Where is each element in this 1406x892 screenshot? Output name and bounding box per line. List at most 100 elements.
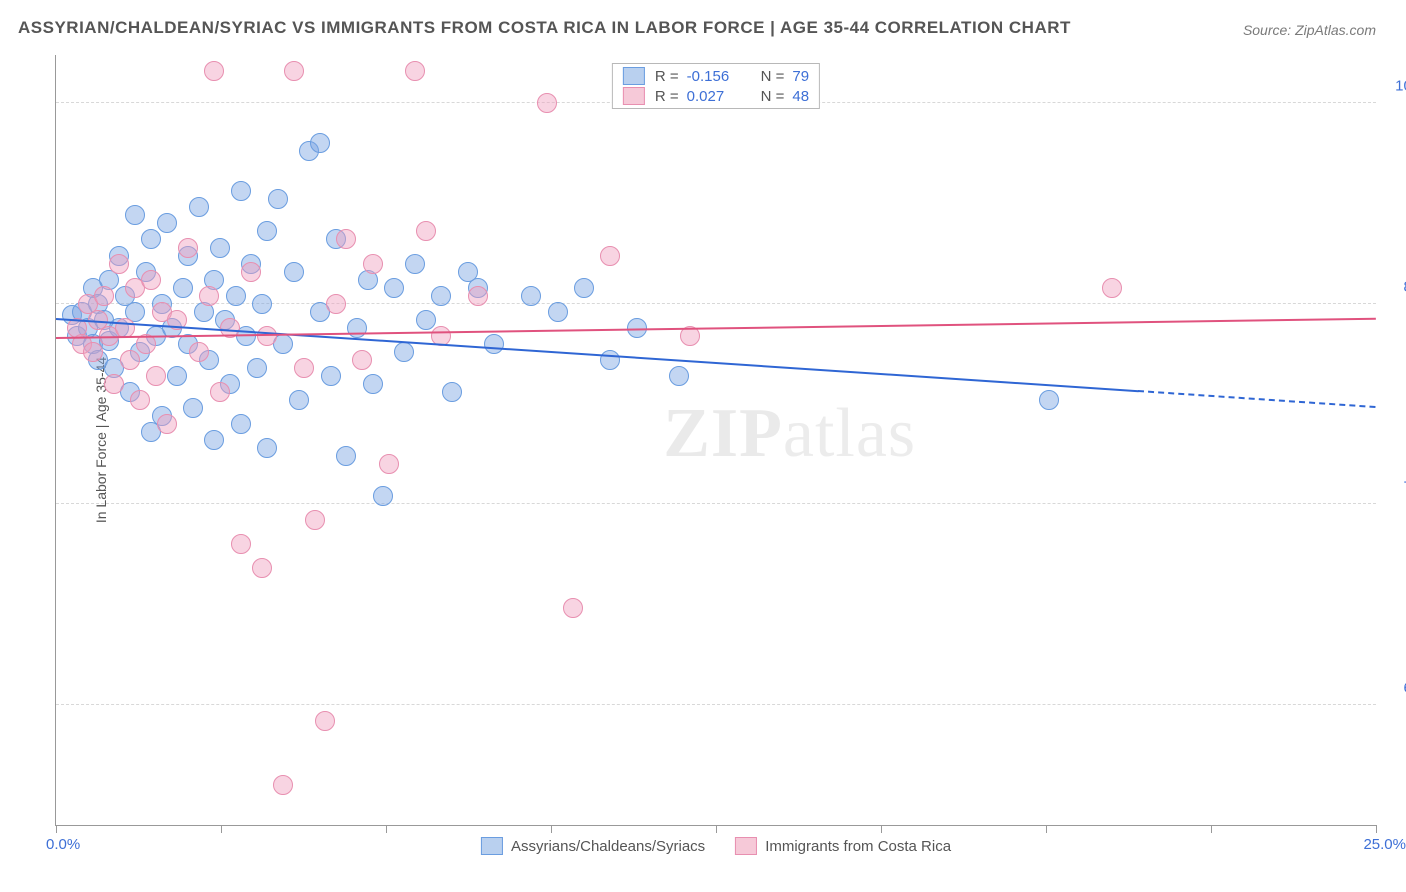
trend-line [56,318,1376,339]
n-label: N = [761,68,785,85]
legend-stats: R = -0.156 N = 79 R = 0.027 N = 48 [612,63,820,109]
scatter-point-series-0 [321,366,341,386]
scatter-point-series-0 [173,278,193,298]
x-tick [221,825,222,833]
scatter-point-series-0 [204,430,224,450]
scatter-point-series-0 [125,205,145,225]
r-value-0: -0.156 [687,68,745,85]
r-label: R = [655,68,679,85]
scatter-point-series-1 [252,558,272,578]
watermark-bold: ZIP [663,395,783,472]
scatter-point-series-0 [363,374,383,394]
x-tick [1046,825,1047,833]
chart-title: ASSYRIAN/CHALDEAN/SYRIAC VS IMMIGRANTS F… [18,18,1071,38]
legend-series-item-1: Immigrants from Costa Rica [735,837,951,855]
x-tick [1376,825,1377,833]
scatter-point-series-1 [189,342,209,362]
scatter-point-series-0 [189,197,209,217]
scatter-point-series-0 [347,318,367,338]
watermark: ZIPatlas [663,394,916,474]
scatter-point-series-1 [120,350,140,370]
r-label: R = [655,88,679,105]
scatter-point-series-0 [394,342,414,362]
scatter-point-series-1 [83,342,103,362]
r-value-1: 0.027 [687,88,745,105]
scatter-point-series-0 [268,189,288,209]
scatter-point-series-1 [178,238,198,258]
scatter-point-series-1 [336,229,356,249]
grid-line [56,704,1376,705]
scatter-point-series-0 [669,366,689,386]
scatter-point-series-1 [315,711,335,731]
scatter-point-series-0 [252,294,272,314]
scatter-point-series-1 [405,61,425,81]
x-tick [386,825,387,833]
scatter-point-series-0 [484,334,504,354]
scatter-point-series-1 [326,294,346,314]
scatter-point-series-0 [1039,390,1059,410]
scatter-point-series-1 [109,254,129,274]
legend-series-label-0: Assyrians/Chaldeans/Syriacs [511,838,705,855]
scatter-point-series-0 [210,238,230,258]
scatter-point-series-0 [284,262,304,282]
scatter-point-series-0 [157,213,177,233]
x-tick [56,825,57,833]
scatter-point-series-0 [548,302,568,322]
scatter-point-series-0 [310,133,330,153]
scatter-point-series-0 [373,486,393,506]
scatter-point-series-1 [94,286,114,306]
watermark-thin: atlas [783,395,916,472]
scatter-point-series-0 [521,286,541,306]
scatter-point-series-0 [289,390,309,410]
legend-bottom-swatch-0 [481,837,503,855]
scatter-point-series-1 [1102,278,1122,298]
legend-series-label-1: Immigrants from Costa Rica [765,838,951,855]
scatter-point-series-1 [416,221,436,241]
scatter-point-series-0 [247,358,267,378]
scatter-point-series-1 [157,414,177,434]
scatter-point-series-1 [146,366,166,386]
scatter-point-series-0 [257,438,277,458]
scatter-point-series-0 [336,446,356,466]
scatter-point-series-1 [273,775,293,795]
scatter-point-series-0 [226,286,246,306]
scatter-point-series-0 [384,278,404,298]
scatter-point-series-1 [199,286,219,306]
scatter-point-series-0 [600,350,620,370]
source-label: Source: ZipAtlas.com [1243,22,1376,38]
scatter-point-series-0 [167,366,187,386]
scatter-point-series-0 [231,414,251,434]
scatter-point-series-0 [574,278,594,298]
legend-stats-row-1: R = 0.027 N = 48 [613,86,819,106]
scatter-point-series-1 [294,358,314,378]
scatter-point-series-1 [363,254,383,274]
scatter-point-series-0 [416,310,436,330]
scatter-point-series-1 [210,382,230,402]
scatter-point-series-1 [104,374,124,394]
x-tick [1211,825,1212,833]
scatter-point-series-0 [257,221,277,241]
scatter-point-series-1 [204,61,224,81]
legend-series-item-0: Assyrians/Chaldeans/Syriacs [481,837,705,855]
scatter-point-series-1 [141,270,161,290]
x-origin-label: 0.0% [46,836,80,853]
scatter-point-series-1 [115,318,135,338]
legend-swatch-0 [623,67,645,85]
n-value-0: 79 [792,68,809,85]
scatter-point-series-1 [563,598,583,618]
legend-stats-row-0: R = -0.156 N = 79 [613,66,819,86]
x-tick [551,825,552,833]
trend-line [1138,390,1376,408]
scatter-point-series-1 [537,93,557,113]
n-value-1: 48 [792,88,809,105]
scatter-point-series-1 [600,246,620,266]
legend-series: Assyrians/Chaldeans/Syriacs Immigrants f… [481,837,951,855]
legend-bottom-swatch-1 [735,837,757,855]
scatter-point-series-0 [231,181,251,201]
scatter-point-series-1 [231,534,251,554]
x-tick [716,825,717,833]
scatter-point-series-1 [284,61,304,81]
scatter-point-series-1 [241,262,261,282]
scatter-point-series-0 [405,254,425,274]
x-end-label: 25.0% [1363,836,1406,853]
